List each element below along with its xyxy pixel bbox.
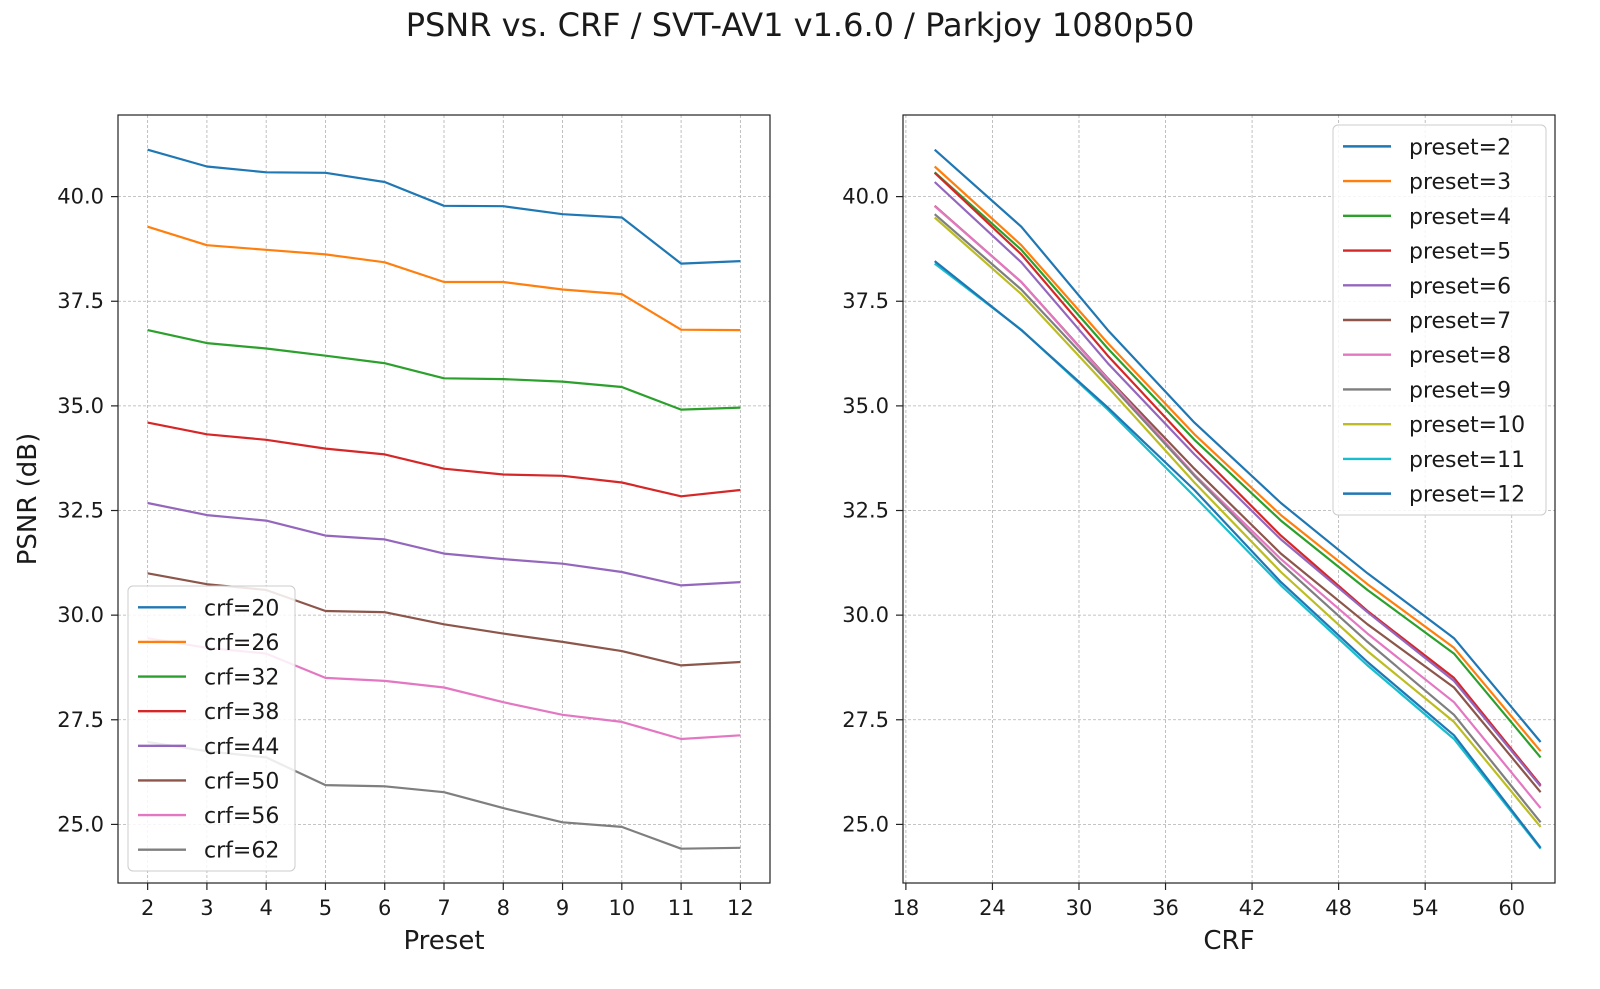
plot-frame: [902, 114, 1556, 884]
figure-title: PSNR vs. CRF / SVT-AV1 v1.6.0 / Parkjoy …: [405, 6, 1195, 44]
x-tick-label: 36: [1152, 896, 1179, 920]
y-tick-label: 37.5: [842, 289, 889, 313]
x-tick-label: 12: [727, 896, 754, 920]
y-tick-label: 25.0: [842, 812, 889, 836]
y-tick-label: 32.5: [842, 499, 889, 523]
y-tick-label: 27.5: [842, 708, 889, 732]
x-axis-label: Preset: [403, 926, 484, 956]
series-line-crf-32: [147, 329, 741, 411]
legend-label: crf=50: [204, 769, 279, 794]
x-tick-label: 7: [437, 896, 450, 920]
series-line-preset-6: [933, 181, 1542, 787]
series-line-preset-10: [933, 216, 1542, 828]
x-axis-label: CRF: [1203, 926, 1254, 956]
legend-label: crf=32: [204, 666, 279, 691]
y-tick-label: 35.0: [57, 394, 104, 418]
y-tick-label: 32.5: [57, 499, 104, 523]
series-line-preset-9: [933, 213, 1542, 823]
series-line-preset-8: [933, 205, 1542, 809]
legend-label: preset=4: [1409, 205, 1511, 230]
legend-label: crf=20: [204, 596, 279, 621]
legend-label: preset=3: [1409, 170, 1511, 195]
legend-box: [1332, 124, 1547, 516]
y-tick-label: 40.0: [57, 185, 104, 209]
x-tick-label: 54: [1412, 896, 1439, 920]
x-tick-label: 48: [1325, 896, 1352, 920]
legend-label: preset=2: [1409, 135, 1511, 160]
legend: preset=2 preset=3 preset=4 preset=5 preset=6…: [1332, 124, 1547, 516]
x-tick-label: 10: [608, 896, 635, 920]
series-line-preset-5: [933, 171, 1542, 786]
x-tick-label: 6: [378, 896, 391, 920]
series-line-crf-26: [147, 225, 741, 332]
x-tick-label: 24: [979, 896, 1006, 920]
legend-label: preset=5: [1409, 240, 1511, 265]
x-tick-label: 60: [1498, 896, 1525, 920]
y-tick-label: 35.0: [842, 394, 889, 418]
legend-label: preset=9: [1409, 378, 1511, 403]
legend-label: preset=8: [1409, 344, 1511, 369]
y-tick-label: 27.5: [57, 708, 104, 732]
legend-label: crf=26: [204, 631, 279, 656]
right-chart-psnr-vs-crf: 18 24 30 36 42 48 54 60 25.0 27.5 30.0 32.5 35.0 37.5…: [842, 114, 1556, 956]
x-tick-label: 8: [497, 896, 510, 920]
legend-box: [127, 585, 296, 872]
x-tick-label: 2: [141, 896, 154, 920]
y-tick-label: 37.5: [57, 289, 104, 313]
legend-label: crf=56: [204, 804, 279, 829]
series-line-crf-44: [147, 501, 741, 587]
x-tick-label: 30: [1066, 896, 1093, 920]
x-tick-label: 9: [556, 896, 569, 920]
x-tick-label: 5: [319, 896, 332, 920]
legend-label: crf=62: [204, 839, 279, 864]
y-axis-label: PSNR (dB): [13, 433, 43, 566]
y-tick-label: 40.0: [842, 185, 889, 209]
legend-label: preset=10: [1409, 413, 1525, 438]
x-tick-label: 3: [200, 896, 213, 920]
series-line-crf-38: [147, 421, 741, 498]
x-tick-label: 11: [668, 896, 695, 920]
legend-label: preset=7: [1409, 309, 1511, 334]
left-chart-psnr-vs-preset: 2 3 4 5 6 7 8 9 10 11 12 25.0 27.5 30.0 32.5 35.0 37.5 40…: [13, 114, 771, 956]
series-line-preset-2: [933, 148, 1542, 743]
x-tick-label: 18: [893, 896, 920, 920]
series-line-crf-20: [147, 148, 741, 265]
legend-label: preset=11: [1409, 448, 1525, 473]
x-tick-label: 4: [259, 896, 272, 920]
y-tick-label: 25.0: [57, 812, 104, 836]
legend-label: crf=44: [204, 735, 279, 760]
legend-label: preset=12: [1409, 483, 1525, 508]
y-tick-label: 30.0: [842, 603, 889, 627]
y-tick-label: 30.0: [57, 603, 104, 627]
series-line-preset-4: [933, 171, 1542, 759]
x-tick-label: 42: [1239, 896, 1266, 920]
series-line-preset-12: [934, 260, 1542, 849]
series-line-preset-3: [933, 165, 1542, 752]
legend: crf=20 crf=26 crf=32 crf=38 crf=44 crf=50 crf=…: [127, 585, 296, 872]
legend-label: preset=6: [1409, 274, 1511, 299]
legend-label: crf=38: [204, 700, 279, 725]
